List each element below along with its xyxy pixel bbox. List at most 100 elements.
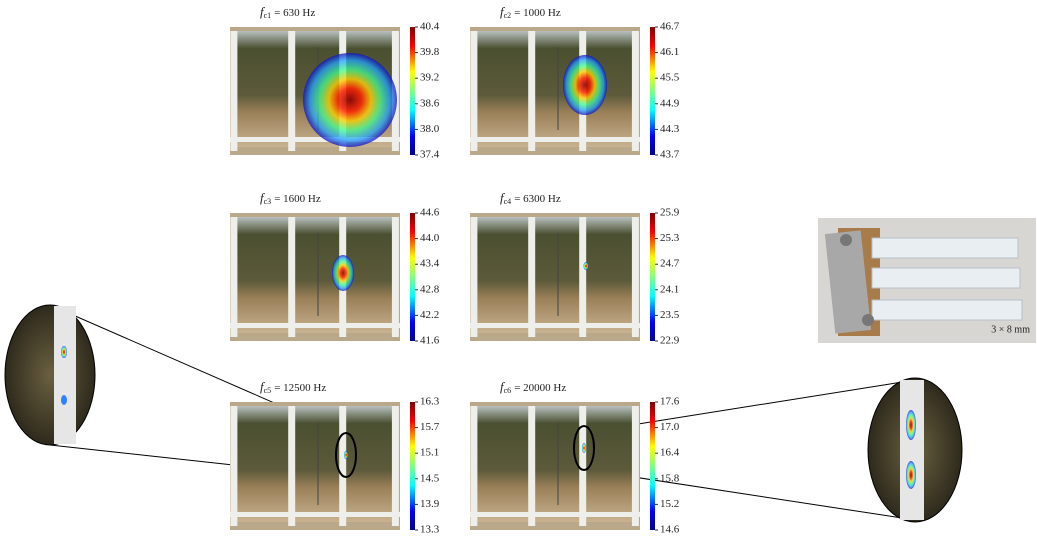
- panel-title: fc1= 630 Hz: [260, 4, 315, 20]
- photo-scene: [474, 217, 636, 333]
- value: = 6300 Hz: [514, 193, 561, 205]
- mullion: [470, 406, 477, 526]
- panel: fc1= 630 Hz 40.4 39.8 39.2 38.6 38.0 37.4: [230, 4, 440, 161]
- colorbar: [650, 402, 655, 530]
- colorbar-label: 38.6: [420, 97, 440, 109]
- colorbar-label: 46.1: [660, 46, 679, 58]
- mullion: [632, 406, 639, 526]
- sill: [470, 323, 640, 328]
- value: = 630 Hz: [274, 7, 315, 19]
- mullion: [470, 31, 477, 151]
- mullion: [230, 217, 237, 337]
- colorbar-label: 39.2: [420, 72, 439, 84]
- mullion: [230, 31, 237, 151]
- panel: fc2= 1000 Hz 46.7 46.1 45.5 44.9 44.3 43.7: [470, 4, 680, 161]
- colorbar-label: 24.7: [660, 258, 680, 270]
- colorbar-label: 43.4: [420, 258, 440, 270]
- colorbar-label: 38.0: [420, 123, 440, 135]
- mullion: [230, 406, 237, 526]
- sound-source: [584, 262, 589, 270]
- inset-label: 3 × 8 mm: [991, 324, 1030, 335]
- colorbar-label: 39.8: [420, 46, 440, 58]
- sill: [230, 323, 400, 328]
- panel-title: fc3= 1600 Hz: [260, 190, 321, 206]
- figure: fc1= 630 Hz 40.4 39.8 39.2 38.6 38.0 37.4 fc2= …: [0, 0, 1037, 538]
- panel-title: fc5= 12500 Hz: [260, 379, 326, 395]
- colorbar-label: 15.1: [420, 447, 439, 459]
- colorbar-label: 44.6: [420, 207, 440, 219]
- colorbar-label: 43.7: [660, 149, 680, 161]
- colorbar-label: 42.8: [420, 283, 440, 295]
- sill: [470, 137, 640, 142]
- photo-scene: [474, 406, 636, 522]
- value: = 1600 Hz: [274, 193, 321, 205]
- panel-title: fc6= 20000 Hz: [500, 379, 566, 395]
- colorbar-label: 14.6: [660, 524, 680, 536]
- colorbar: [410, 402, 415, 530]
- colorbar-label: 46.7: [660, 21, 680, 33]
- value: = 12500 Hz: [274, 382, 326, 394]
- mullion: [528, 217, 535, 337]
- sound-source: [582, 443, 586, 453]
- value: = 20000 Hz: [514, 382, 566, 394]
- subscript: c4: [504, 197, 512, 206]
- colorbar-label: 17.0: [660, 421, 680, 433]
- colorbar-label: 13.3: [420, 524, 440, 536]
- colorbar-label: 44.3: [660, 123, 680, 135]
- colorbar-label: 17.6: [660, 396, 680, 408]
- colorbar: [410, 213, 415, 341]
- mullion: [579, 406, 586, 526]
- value: = 1000 Hz: [514, 7, 561, 19]
- mullion: [470, 217, 477, 337]
- sound-source: [332, 255, 354, 291]
- zoom-right: [588, 378, 962, 522]
- colorbar-label: 44.0: [420, 232, 440, 244]
- mullion: [392, 217, 399, 337]
- colorbar-label: 25.3: [660, 232, 680, 244]
- mullion: [528, 406, 535, 526]
- colorbar-label: 42.2: [420, 309, 439, 321]
- colorbar-label: 15.7: [420, 421, 440, 433]
- photo-scene: [234, 406, 396, 522]
- colorbar-label: 14.5: [420, 472, 440, 484]
- colorbar-label: 37.4: [420, 149, 440, 161]
- colorbar: [650, 27, 655, 155]
- subscript: c6: [504, 386, 512, 395]
- colorbar: [410, 27, 415, 155]
- colorbar-label: 40.4: [420, 21, 440, 33]
- photo-scene: [234, 217, 396, 333]
- mullion: [339, 406, 346, 526]
- photo-scene: [474, 31, 636, 147]
- mullion: [288, 217, 295, 337]
- colorbar-label: 23.5: [660, 309, 680, 321]
- colorbar-label: 16.4: [660, 447, 680, 459]
- colorbar-label: 15.8: [660, 472, 680, 484]
- colorbar-label: 22.9: [660, 335, 680, 347]
- mullion: [392, 406, 399, 526]
- mullion: [288, 31, 295, 151]
- subscript: c5: [264, 386, 272, 395]
- mullion: [288, 406, 295, 526]
- mullion: [528, 31, 535, 151]
- mullion: [632, 217, 639, 337]
- sound-source: [344, 451, 348, 459]
- sound-source: [563, 55, 607, 115]
- colorbar-label: 16.3: [420, 396, 440, 408]
- colorbar-label: 15.2: [660, 498, 679, 510]
- colorbar-label: 45.5: [660, 72, 680, 84]
- sound-source: [303, 53, 397, 147]
- sill: [230, 512, 400, 517]
- sill: [470, 512, 640, 517]
- panel-title: fc2= 1000 Hz: [500, 4, 561, 20]
- subscript: c2: [504, 11, 512, 20]
- mullion: [579, 217, 586, 337]
- colorbar: [650, 213, 655, 341]
- colorbar-label: 44.9: [660, 97, 680, 109]
- panel-title: fc4= 6300 Hz: [500, 190, 561, 206]
- subscript: c1: [264, 11, 272, 20]
- panel: fc6= 20000 Hz 17.6 17.0 16.4 15.8 15.2 14.6: [470, 379, 680, 536]
- photo-inset: 3 × 8 mm: [818, 218, 1036, 343]
